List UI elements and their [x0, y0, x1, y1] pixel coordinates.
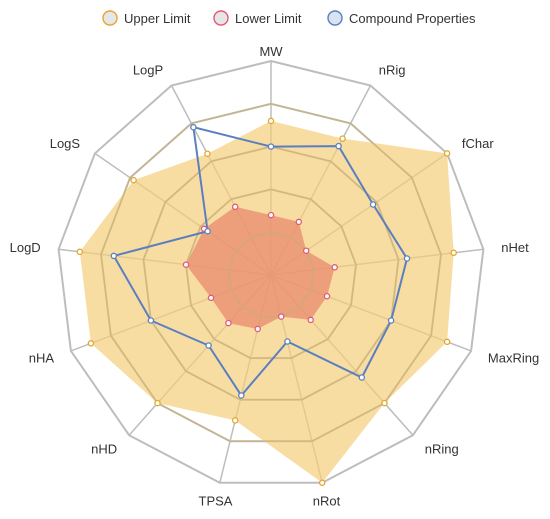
- legend-label: Lower Limit: [235, 11, 302, 26]
- legend: Upper Limit Lower Limit Compound Propertie…: [102, 10, 476, 26]
- legend-marker: [102, 10, 118, 26]
- series-0-point: [381, 399, 388, 407]
- grid-ring-5: [57, 59, 485, 484]
- series-line-compound: [112, 125, 409, 398]
- axis-label: nHet: [501, 240, 529, 255]
- series-0-point: [130, 176, 137, 184]
- series-2-point: [205, 342, 212, 349]
- inner-ring-overlay-1: [227, 231, 315, 318]
- series-0-point: [339, 135, 346, 142]
- axis-label: LogP: [133, 63, 163, 78]
- axis-label: LogS: [50, 136, 81, 151]
- axis-label: MaxRing: [488, 350, 539, 365]
- series-1-point: [267, 211, 275, 219]
- axis-label: fChar: [462, 136, 494, 151]
- inner-ring-overlay-4: [100, 102, 442, 443]
- series-0-point: [87, 340, 95, 347]
- series-2-point: [335, 142, 342, 150]
- series-0-point: [204, 150, 211, 157]
- series-0-point: [231, 417, 239, 424]
- series-1-point: [207, 294, 215, 302]
- series-0-point: [318, 479, 326, 487]
- axis-label: nRing: [425, 442, 459, 457]
- series-0-point: [267, 117, 275, 125]
- series-2-point: [110, 252, 118, 260]
- axis-label: TPSA: [199, 493, 233, 508]
- series-0-point: [443, 150, 451, 157]
- series-layer: [76, 102, 457, 487]
- axis-label: nRig: [379, 63, 406, 78]
- series-2-point: [284, 338, 291, 345]
- series-0-point: [154, 399, 161, 407]
- axis-labels: MW nRig fChar nHet MaxRing nRing nRot TPSA nHD nH…: [10, 44, 540, 508]
- series-2-point: [147, 317, 155, 324]
- series-2-point: [238, 392, 245, 399]
- series-1-point: [307, 316, 314, 324]
- series-1-point: [225, 319, 232, 327]
- inner-ring-overlay-3: [142, 145, 400, 401]
- series-2-point: [358, 374, 366, 381]
- legend-label: Upper Limit: [124, 11, 191, 26]
- series-1-point: [295, 218, 303, 226]
- axis-label: nRot: [313, 493, 341, 508]
- series-1-point: [323, 292, 331, 300]
- legend-marker: [213, 10, 229, 26]
- series-0-point: [443, 338, 451, 346]
- axis-label: MW: [259, 44, 283, 59]
- axis-label: nHD: [91, 442, 117, 457]
- series-2-point: [190, 123, 197, 131]
- series-2-point: [403, 255, 411, 262]
- series-1-point: [182, 261, 190, 268]
- series-2-point: [387, 317, 395, 324]
- series-area-1: [186, 206, 335, 329]
- series-1-point: [302, 247, 310, 254]
- series-1-point: [331, 264, 338, 271]
- axis-label: LogD: [10, 240, 41, 255]
- axis-label: nHA: [29, 350, 55, 365]
- legend-marker: [327, 10, 343, 26]
- series-1-point: [277, 313, 285, 320]
- series-2-point: [204, 227, 211, 235]
- legend-label: Compound Properties: [349, 11, 476, 26]
- series-2-point: [369, 201, 377, 208]
- series-0-point: [450, 249, 457, 257]
- series-1-point: [254, 325, 261, 333]
- series-2-point: [267, 143, 275, 150]
- series-0-point: [76, 248, 84, 256]
- series-1-point: [231, 203, 239, 211]
